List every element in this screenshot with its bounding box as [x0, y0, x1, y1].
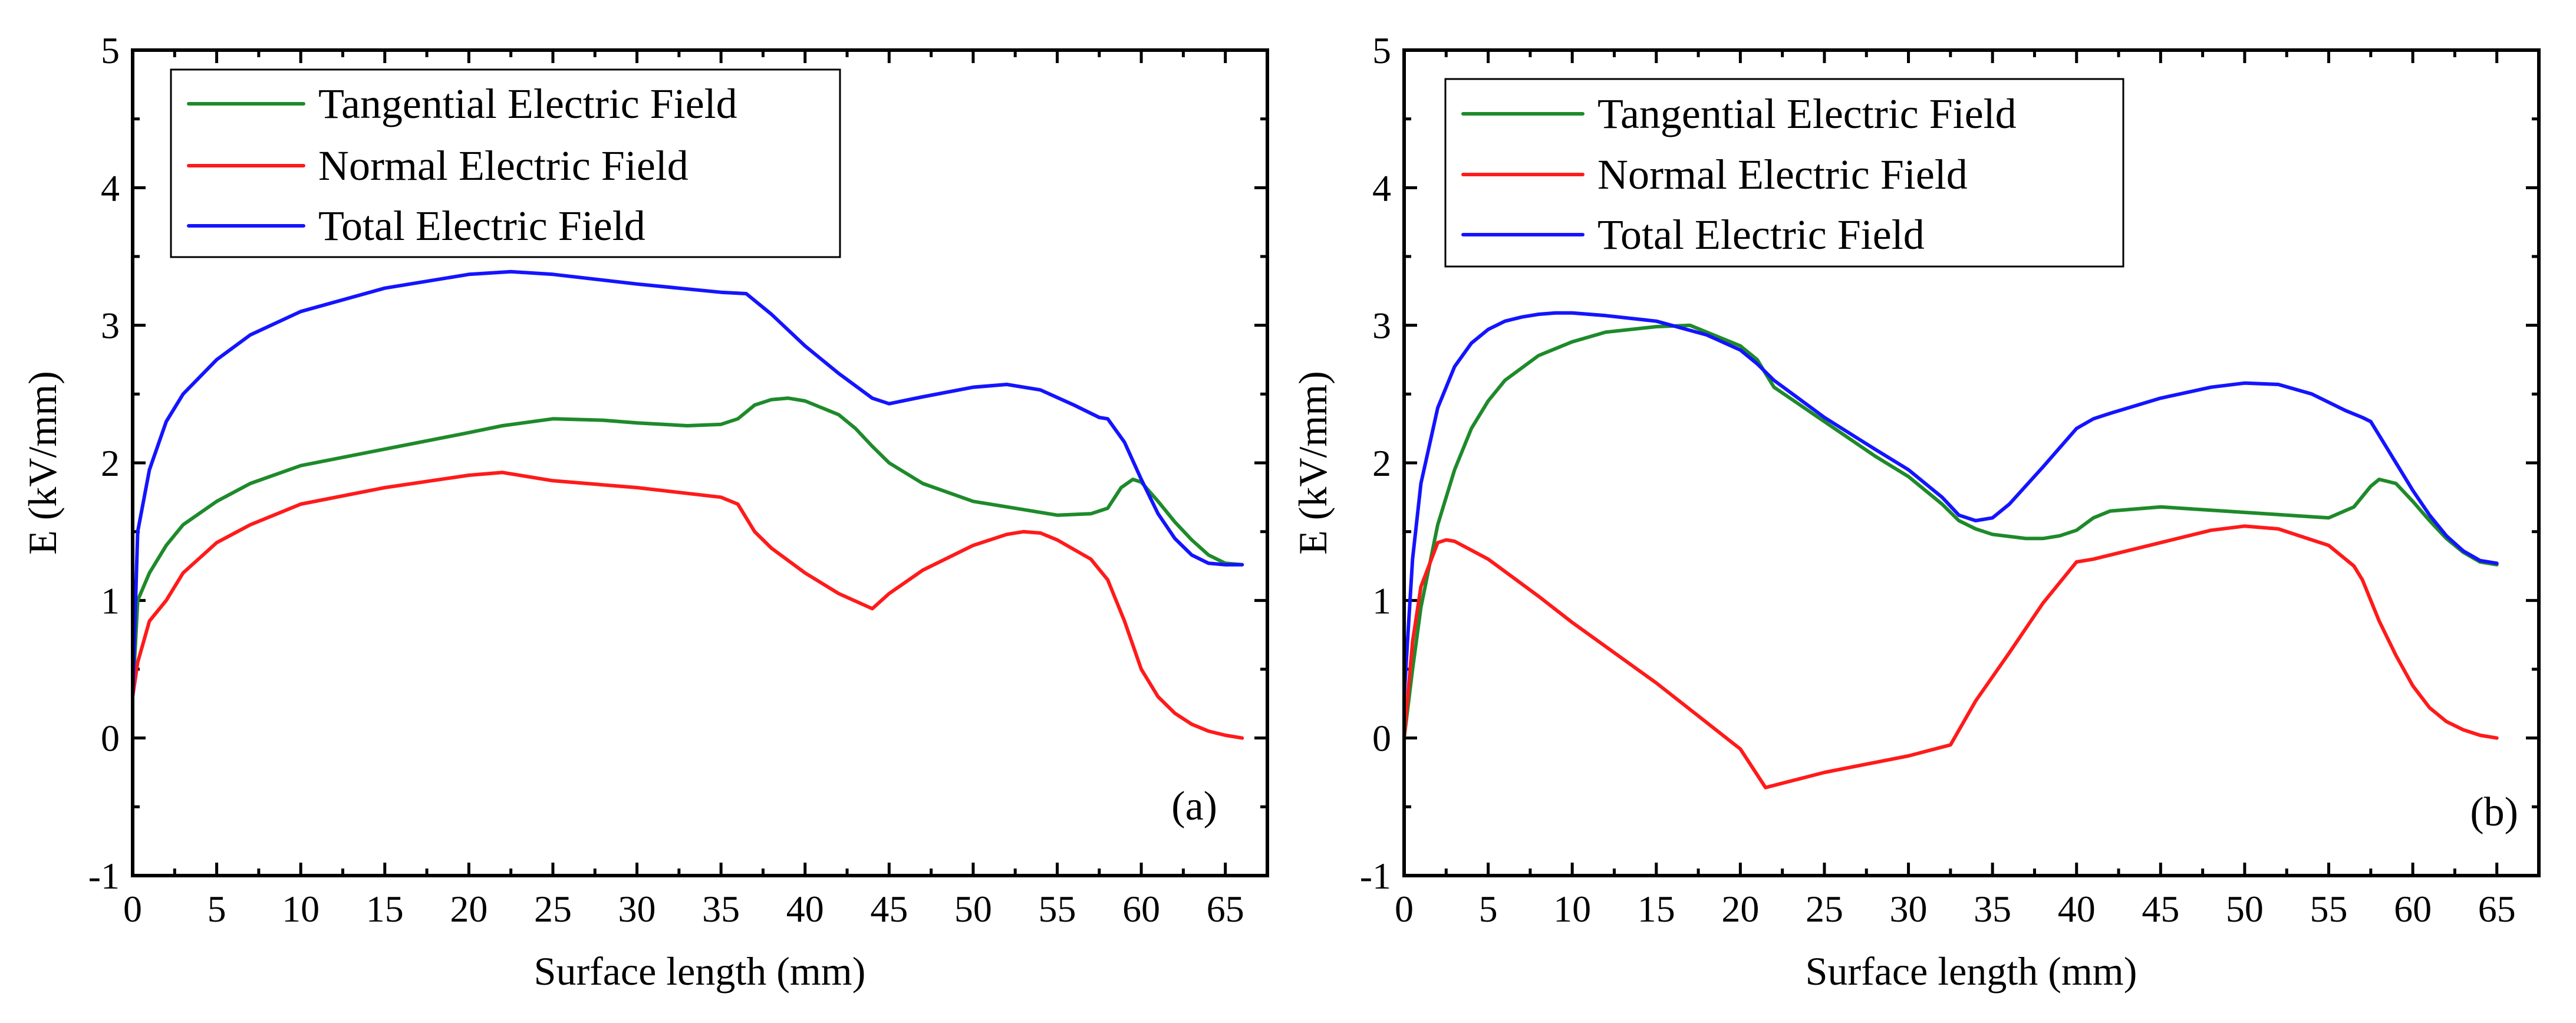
x-tick-label: 10: [282, 888, 319, 930]
y-tick-label: 2: [1372, 442, 1391, 484]
series-line-total-electric-field: [131, 269, 1244, 699]
y-axis-title: E (kV/mm): [20, 371, 65, 555]
x-tick-label: 0: [123, 888, 142, 930]
x-tick-label: 20: [450, 888, 487, 930]
x-tick-label: 45: [870, 888, 908, 930]
plot-frame: [131, 48, 1269, 877]
x-tick-label: 30: [618, 888, 656, 930]
legend-label-tangential: Tangential Electric Field: [1597, 90, 2017, 137]
x-tick-label: 30: [1890, 888, 1928, 930]
y-tick-label: 5: [101, 29, 120, 71]
x-tick-label: 15: [366, 888, 404, 930]
x-axis-title: Surface length (mm): [1806, 949, 2137, 994]
x-tick-label: 35: [702, 888, 740, 930]
y-tick-label: 3: [101, 305, 120, 347]
series-line-tangential-electric-field: [1402, 323, 2499, 740]
x-tick-label: 65: [2478, 888, 2516, 930]
y-tick-label: 4: [101, 167, 120, 209]
x-tick-label: 45: [2142, 888, 2179, 930]
legend: Tangential Electric Field Normal Electri…: [1444, 78, 2124, 268]
x-tick-label: 10: [1553, 888, 1591, 930]
y-tick-label: 1: [101, 580, 120, 621]
series-line-total-electric-field: [1402, 311, 2499, 699]
x-tick-label: 50: [954, 888, 992, 930]
plot-frame: [1402, 48, 2541, 877]
x-tick-label: 5: [207, 888, 226, 930]
y-tick-label: 5: [1372, 29, 1391, 71]
series-line-tangential-electric-field: [131, 396, 1244, 699]
x-tick-label: 35: [1974, 888, 2011, 930]
y-tick-label: 4: [1372, 167, 1391, 209]
y-tick-label: 0: [101, 718, 120, 759]
legend-label-total: Total Electric Field: [318, 202, 645, 249]
series-layer: [131, 269, 1244, 740]
x-tick-label: 20: [1721, 888, 1759, 930]
x-tick-label: 55: [2310, 888, 2348, 930]
legend: Tangential Electric Field Normal Electri…: [170, 68, 841, 258]
x-tick-label: 40: [2058, 888, 2096, 930]
x-tick-label: 60: [1122, 888, 1160, 930]
y-tick-label: -1: [88, 855, 120, 897]
x-tick-label: 55: [1039, 888, 1076, 930]
series-line-normal-electric-field: [131, 471, 1244, 740]
x-tick-label: 65: [1207, 888, 1244, 930]
x-tick-label: 0: [1395, 888, 1414, 930]
x-tick-label: 50: [2226, 888, 2264, 930]
y-axis-title: E (kV/mm): [1290, 371, 1335, 555]
y-tick-label: 1: [1372, 580, 1391, 621]
x-tick-label: 60: [2394, 888, 2432, 930]
y-tick-label: 3: [1372, 305, 1391, 347]
x-tick-label: 40: [786, 888, 824, 930]
y-tick-label: 0: [1372, 718, 1391, 759]
legend-label-normal: Normal Electric Field: [318, 142, 689, 189]
legend-label-tangential: Tangential Electric Field: [318, 80, 737, 127]
series-layer: [1402, 311, 2499, 790]
y-tick-label: -1: [1360, 855, 1391, 897]
x-tick-label: 15: [1638, 888, 1675, 930]
legend-label-normal: Normal Electric Field: [1597, 151, 1968, 198]
y-tick-label: 2: [101, 442, 120, 484]
x-axis-title: Surface length (mm): [534, 949, 866, 994]
x-tick-label: 25: [534, 888, 572, 930]
panel-label: (b): [2470, 790, 2518, 835]
x-tick-label: 25: [1806, 888, 1843, 930]
panel-label: (a): [1171, 784, 1217, 829]
series-line-normal-electric-field: [1402, 524, 2499, 790]
x-tick-label: 5: [1479, 888, 1498, 930]
legend-label-total: Total Electric Field: [1597, 211, 1925, 258]
